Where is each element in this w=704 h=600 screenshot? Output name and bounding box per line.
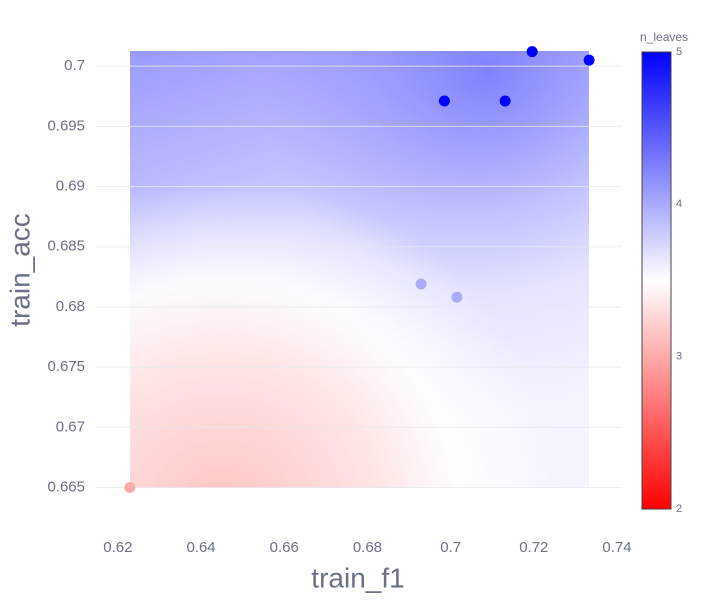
x-tick-label: 0.74	[602, 539, 631, 556]
surface	[130, 51, 589, 488]
colorbar-tick-label: 4	[676, 198, 682, 210]
colorbar-title: n_leaves	[640, 30, 688, 44]
point	[526, 46, 538, 58]
y-tick-label: 0.68	[56, 298, 85, 315]
x-tick-label: 0.62	[103, 539, 132, 556]
colorbar-tick-label: 3	[676, 351, 682, 363]
y-axis-title: train_acc	[4, 213, 35, 327]
colorbar	[641, 51, 672, 510]
y-tick-label: 0.67	[56, 418, 85, 435]
y-tick-label: 0.695	[47, 117, 85, 134]
point	[124, 481, 136, 493]
y-tick-label: 0.665	[47, 478, 85, 495]
x-tick-label: 0.68	[353, 539, 382, 556]
x-tick-label: 0.7	[440, 539, 461, 556]
plot-area	[95, 51, 622, 488]
x-axis-title: train_f1	[311, 562, 404, 593]
colorbar-tick-label: 5	[676, 46, 682, 58]
colorbar-tick-label: 2	[676, 503, 682, 515]
point	[583, 54, 595, 66]
y-tick-label: 0.69	[56, 177, 85, 194]
x-tick-label: 0.66	[270, 539, 299, 556]
point	[499, 95, 511, 107]
y-tick-label: 0.7	[64, 57, 85, 74]
x-tick-label: 0.72	[519, 539, 548, 556]
y-tick-label: 0.675	[47, 358, 85, 375]
x-tick-label: 0.64	[186, 539, 215, 556]
point	[415, 278, 427, 290]
point	[438, 95, 450, 107]
point	[451, 291, 463, 303]
y-tick-label: 0.685	[47, 238, 85, 255]
